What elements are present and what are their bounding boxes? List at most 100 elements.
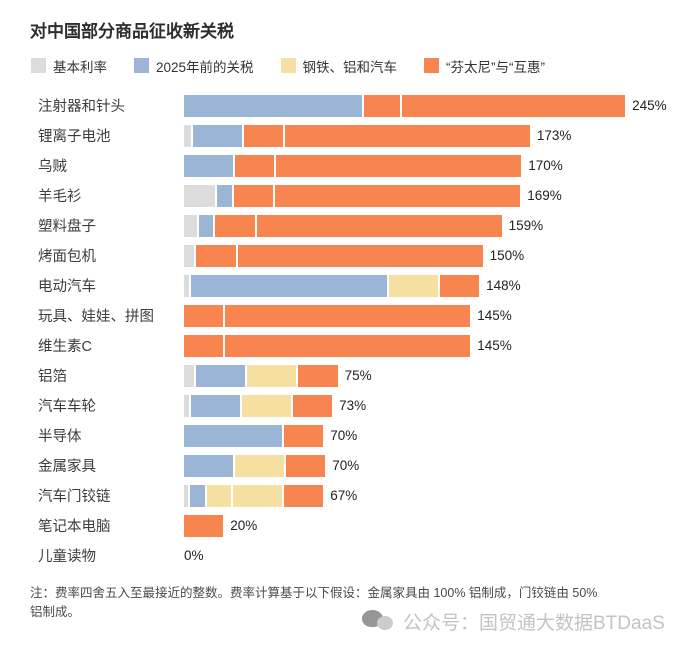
chart-row: 锂离子电池 173% [0,121,683,151]
bar-segment-fentanyl [284,124,530,147]
chart-row: 羊毛衫 169% [0,181,683,211]
bar-segment-fentanyl [225,334,471,357]
bar-segment-fentanyl [215,214,255,237]
category-label: 电动汽车 [38,279,96,296]
chart-row: 玩具、娃娃、拼图 145% [0,301,683,331]
legend-item-steel: 钢铁、铝和汽车 [280,56,398,76]
value-label: 173% [536,128,572,144]
chart-row: 金属家具 70% [0,451,683,481]
bar-segment-pre2025 [198,214,214,237]
chart-row: 烤面包机 150% [0,241,683,271]
legend-label: 基本利率 [53,59,107,75]
chart-row: 维生素C 145% [0,331,683,361]
bar-stack [184,154,522,177]
bar-stack [184,334,471,357]
footnote-line-2: 铝制成。 [30,604,81,619]
bar-segment-base [184,274,189,297]
bar-segment-fentanyl [184,334,224,357]
bar-segment-fentanyl [184,304,224,327]
bar-segment-fentanyl [237,244,483,267]
chart-title: 对中国部分商品征收新关税 [30,22,234,41]
bar-segment-pre2025 [184,154,233,177]
value-label: 67% [330,488,358,504]
bar-segment-pre2025 [189,484,205,507]
bar-segment-steel [235,454,284,477]
bar-segment-fentanyl [196,244,236,267]
bar-stack [184,454,326,477]
category-label: 笔记本电脑 [38,519,111,536]
value-label: 145% [477,338,512,354]
category-label: 烤面包机 [38,249,96,266]
value-label: 20% [230,518,258,534]
legend-item-fentanyl: “芬太尼”与“互惠” [424,56,545,76]
bar-segment-pre2025 [190,394,240,417]
bar-segment-base [184,124,191,147]
value-label: 148% [486,278,521,294]
bar-segment-fentanyl [276,154,522,177]
bar-stack [184,184,521,207]
category-label: 塑料盘子 [38,219,96,236]
chart-row: 铝箔 75% [0,361,683,391]
chart-row: 注射器和针头 245% [0,91,683,121]
chart-row: 儿童读物 0% [0,541,683,571]
legend-swatch-fentanyl [424,58,440,74]
bar-segment-fentanyl [402,94,626,117]
legend-label: 钢铁、铝和汽车 [302,59,398,75]
bar-segment-fentanyl [184,514,224,537]
value-label: 159% [508,218,544,234]
bar-segment-base [184,364,195,387]
value-label: 169% [527,188,562,204]
chart-row: 乌贼 170% [0,151,683,181]
bar-segment-pre2025 [184,94,363,117]
bar-stack [184,484,324,507]
bar-stack [184,394,333,417]
chart-row: 塑料盘子 159% [0,211,683,241]
bar-segment-fentanyl [439,274,480,297]
value-label: 73% [339,398,367,414]
legend-swatch-base [31,58,46,74]
bar-segment-steel [247,364,297,387]
category-label: 儿童读物 [38,549,96,566]
category-label: 羊毛衫 [38,189,82,206]
chart-row: 半导体 70% [0,421,683,451]
bar-stack [184,424,324,447]
legend-item-pre2025: 2025年前的关税 [134,56,254,76]
bar-segment-fentanyl [364,94,401,117]
bar-segment-base [184,244,195,267]
value-label: 245% [632,98,667,114]
category-label: 注射器和针头 [38,99,125,116]
bar-segment-fentanyl [286,454,326,477]
category-label: 半导体 [38,429,82,446]
bar-segment-fentanyl [235,154,275,177]
bar-stack [184,244,483,267]
legend-label: 2025年前的关税 [156,59,254,75]
bar-stack [184,214,502,237]
category-label: 维生素C [38,339,92,356]
bar-segment-fentanyl [234,184,274,207]
chart-row: 汽车门铰链 67% [0,481,683,511]
category-label: 金属家具 [38,459,96,476]
bar-segment-fentanyl [243,124,283,147]
bar-segment-fentanyl [292,394,333,417]
bar-stack [184,274,480,297]
legend-swatch-steel [280,58,296,74]
bar-stack [184,304,471,327]
bar-segment-pre2025 [217,184,233,207]
bar-segment-base [184,184,216,207]
bar-segment-pre2025 [190,274,387,297]
category-label: 铝箔 [38,369,67,386]
bar-segment-pre2025 [196,364,246,387]
bar-segment-base [184,484,188,507]
value-label: 70% [330,428,358,444]
category-label: 锂离子电池 [38,129,111,146]
bar-segment-fentanyl [284,424,324,447]
category-label: 汽车车轮 [38,399,96,416]
bar-segment-pre2025 [184,454,233,477]
value-label: 75% [344,368,372,384]
bar-segment-steel [241,394,291,417]
bar-segment-fentanyl [225,304,471,327]
bar-stack [184,124,530,147]
bar-stack [184,364,338,387]
category-label: 汽车门铰链 [38,489,111,506]
bar-stack [184,514,224,537]
